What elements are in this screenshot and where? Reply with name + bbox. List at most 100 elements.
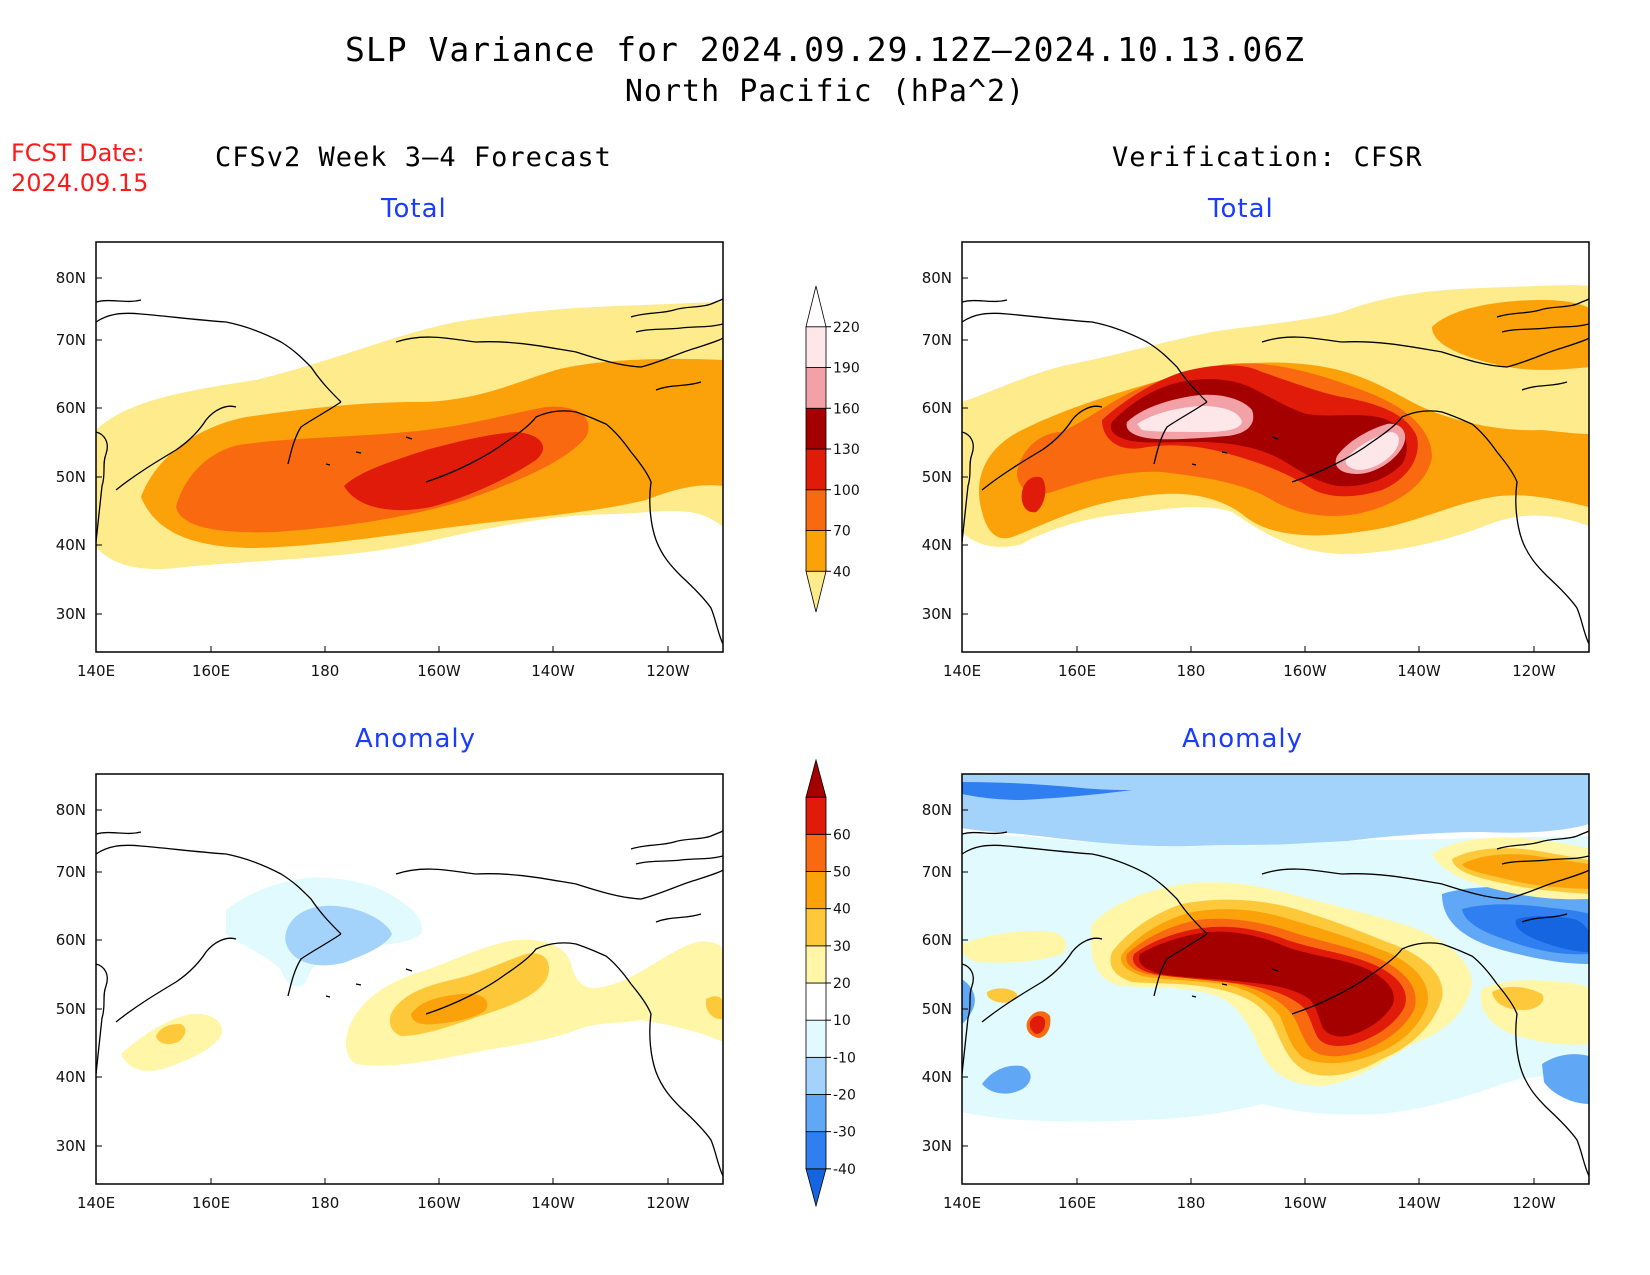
lat-tick-label: 70N [56,331,86,349]
colorbar-label: 40 [833,564,851,580]
lon-tick-label: 140E [77,1194,115,1212]
lon-tick-label: 140W [1397,662,1441,680]
lon-tick-label: 160W [1283,1194,1327,1212]
lat-tick-label: 30N [56,1137,86,1155]
colorbar-label: -30 [833,1125,856,1141]
lon-tick-label: 180 [1177,1194,1206,1212]
colorbar-segment [805,1094,827,1133]
colorbar-label: 60 [833,827,851,843]
lon-tick-label: 160E [192,662,230,680]
lon-tick-label: 160E [1058,1194,1096,1212]
colorbar-segment [805,407,827,450]
colorbar-segment [805,1019,827,1058]
colorbar-segment [805,871,827,910]
colorbar-segment [805,1168,827,1208]
verification-total-map [961,241,1590,653]
lat-tick-label: 40N [922,536,952,554]
colorbar-segment [805,489,827,531]
verification-column-header: Verification: CFSR [1112,142,1423,173]
lat-tick-label: 60N [922,399,952,417]
colorbar-label: 50 [833,865,851,881]
colorbar-segment [805,982,827,1021]
lon-tick-label: 140E [943,662,981,680]
chart-subtitle: North Pacific (hPa^2) [624,74,1026,109]
colorbar-segment [805,326,827,368]
lon-tick-label: 140W [531,662,575,680]
lon-tick-label: 120W [1512,1194,1556,1212]
lat-tick-label: 50N [56,1000,86,1018]
lon-tick-label: 160W [417,1194,461,1212]
colorbar-anomaly: -40 -30 -20 -10 10 20 30 40 50 60 [805,758,856,1208]
colorbar-label: 220 [833,320,860,336]
lat-tick-label: 70N [922,863,952,881]
lat-tick-label: 60N [922,931,952,949]
colorbar-segment [805,530,827,572]
lon-tick-label: 120W [1512,662,1556,680]
lat-tick-label: 30N [56,605,86,623]
lon-tick-label: 160E [192,1194,230,1212]
colorbar-label: 160 [833,401,860,417]
colorbar-label: -20 [833,1088,856,1104]
colorbar-label: 190 [833,361,860,377]
lat-tick-label: 60N [56,931,86,949]
verification-anomaly-map [961,773,1590,1185]
colorbar-segment [805,908,827,947]
map-axes: 140E 160E 180 160W 140W 120W 30N 40N 50N 60N 70N 80… [56,269,1556,1212]
forecast-column-header: CFSv2 Week 3–4 Forecast [215,142,612,173]
lon-tick-label: 140W [1397,1194,1441,1212]
colorbar-segment [805,758,827,798]
lon-tick-label: 160W [417,662,461,680]
verification-total-title: Total [1208,194,1274,224]
lat-tick-label: 40N [56,536,86,554]
colorbar-segment [805,570,827,613]
lon-tick-label: 160E [1058,662,1096,680]
lat-tick-label: 30N [922,605,952,623]
colorbar-segment [805,1056,827,1095]
lat-tick-label: 80N [56,801,86,819]
lat-tick-label: 70N [922,331,952,349]
colorbar-label: 30 [833,939,851,955]
colorbar-segment [805,833,827,872]
chart-title: SLP Variance for 2024.09.29.12Z–2024.10.… [345,30,1305,69]
lat-tick-label: 50N [922,1000,952,1018]
colorbar-total: 40 70 100 130 160 190 220 [805,285,860,613]
colorbar-label: 40 [833,902,851,918]
lat-tick-label: 40N [56,1068,86,1086]
lat-tick-label: 70N [56,863,86,881]
lat-tick-label: 50N [56,468,86,486]
forecast-date-value: 2024.09.15 [11,169,149,197]
forecast-date-block: FCST Date: 2024.09.15 [11,138,148,198]
lat-tick-label: 80N [922,801,952,819]
colorbar-segment [805,448,827,491]
colorbar-label: 130 [833,442,860,458]
lat-tick-label: 30N [922,1137,952,1155]
lat-tick-label: 40N [922,1068,952,1086]
colorbar-label: 70 [833,524,851,540]
colorbar-segment [805,1131,827,1170]
lat-tick-label: 80N [56,269,86,287]
lon-tick-label: 120W [646,662,690,680]
lat-tick-label: 80N [922,269,952,287]
lon-tick-label: 140E [943,1194,981,1212]
lon-tick-label: 140E [77,662,115,680]
colorbar-label: 10 [833,1013,851,1029]
colorbar-segment [805,796,827,835]
colorbar-segment [805,285,827,328]
forecast-date-label: FCST Date: [11,139,145,167]
lat-tick-label: 50N [922,468,952,486]
verification-anomaly-title: Anomaly [1182,724,1304,754]
lon-tick-label: 160W [1283,662,1327,680]
colorbar-label: 100 [833,483,860,499]
colorbar-segment [805,945,827,984]
colorbar-segment [805,367,827,409]
lon-tick-label: 120W [646,1194,690,1212]
lon-tick-label: 180 [1177,662,1206,680]
lon-tick-label: 140W [531,1194,575,1212]
lon-tick-label: 180 [311,1194,340,1212]
lat-tick-label: 60N [56,399,86,417]
forecast-total-map [95,241,724,653]
forecast-total-title: Total [381,194,447,224]
forecast-anomaly-map [95,773,724,1185]
colorbar-label: 20 [833,976,851,992]
colorbar-label: -10 [833,1050,856,1066]
